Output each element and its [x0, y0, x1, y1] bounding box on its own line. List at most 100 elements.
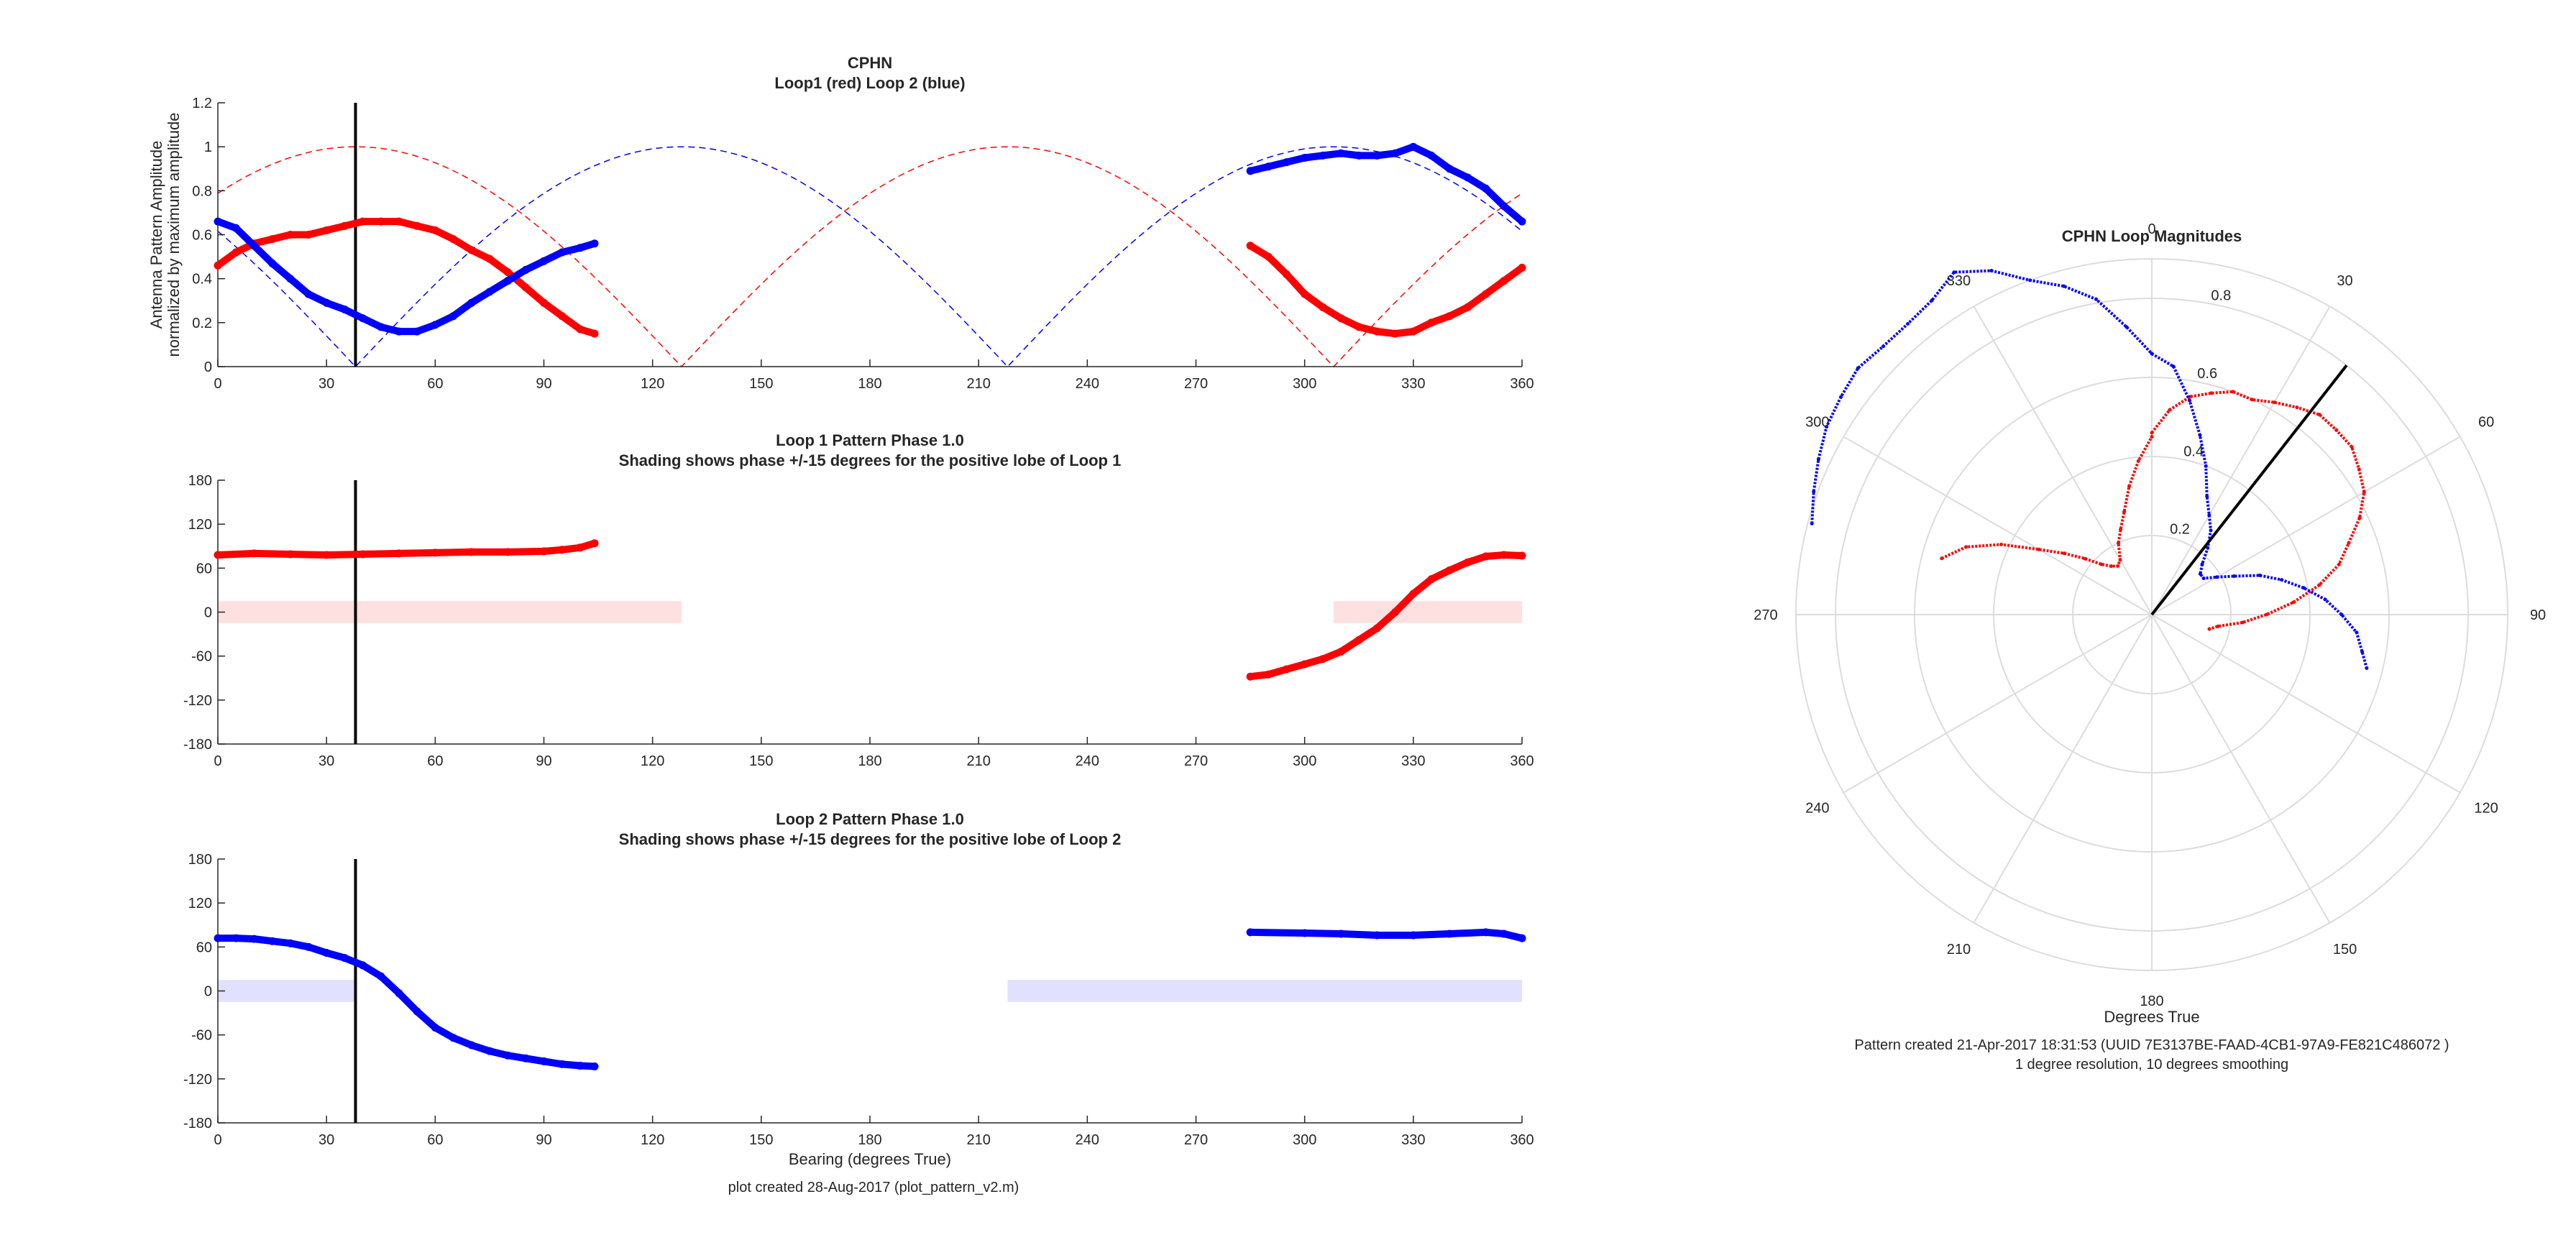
- x-tick-label: 120: [641, 376, 664, 392]
- loop1-data-point: [395, 549, 403, 558]
- loop2-polar-point: [1825, 425, 1828, 429]
- loop2-reference-curve: [217, 146, 1523, 368]
- x-tick-label: 180: [858, 376, 881, 392]
- y-axis-label: Antenna Pattern Amplitude: [147, 141, 165, 329]
- x-tick-label: 150: [749, 376, 773, 392]
- loop1-polar-point: [2209, 391, 2214, 395]
- loop2-data-point: [1500, 929, 1508, 938]
- loop2-data-point: [558, 248, 567, 257]
- loop1-data-point: [1445, 566, 1454, 574]
- loop1-data-point: [1391, 608, 1400, 616]
- phase-shading-band: [218, 980, 356, 1002]
- loop1-data-point: [214, 261, 222, 270]
- loop1-data-point: [359, 550, 367, 559]
- footer-pattern-created: Pattern created 21-Apr-2017 18:31:53 (UU…: [1854, 1037, 2449, 1053]
- loop1-data-point: [1500, 551, 1508, 559]
- loop2-data-point: [214, 217, 222, 226]
- loop2-polar-point: [2301, 586, 2306, 590]
- x-tick-label: 240: [1076, 753, 1099, 769]
- loop1-data-point: [576, 325, 585, 334]
- loop1-data-point: [286, 550, 295, 559]
- loop1-data-point: [1337, 314, 1345, 323]
- y-tick-label: 0: [204, 359, 212, 375]
- loop1-data-point: [1319, 655, 1327, 664]
- loop1-data-point: [503, 548, 512, 556]
- loop2-data-point: [268, 259, 277, 267]
- loop1-data-point: [1409, 327, 1418, 336]
- theta-tick-label: 270: [1754, 607, 1777, 623]
- polar-spoke: [2151, 614, 2461, 794]
- loop2-data-point: [431, 321, 439, 329]
- loop1-polar-point: [2231, 390, 2235, 394]
- loop1-data-point: [1283, 665, 1291, 674]
- loop1-data-point: [232, 248, 240, 257]
- y-axis-label-2: normalized by maximum amplitude: [165, 113, 183, 357]
- loop2-data-point: [1355, 151, 1363, 160]
- loop1-series-line: [214, 218, 598, 338]
- loop2-polar-point: [2206, 546, 2210, 550]
- polar-axis-label: Degrees True: [2104, 1008, 2199, 1026]
- loop1-data-point: [1337, 648, 1345, 656]
- loop2-polar-point: [2215, 575, 2219, 579]
- loop2-data-point: [590, 1062, 599, 1070]
- loop2-polar-point: [1812, 490, 1816, 494]
- x-tick-label: 210: [966, 1132, 990, 1148]
- loop2-polar-point: [2204, 464, 2208, 468]
- x-tick-label: 270: [1184, 1132, 1208, 1148]
- loop2-polar-point: [2094, 297, 2099, 301]
- loop2-data-point: [413, 327, 421, 336]
- loop2-data-point: [232, 224, 240, 232]
- loop2-data-point: [576, 1062, 585, 1070]
- x-tick-label: 60: [427, 1132, 443, 1148]
- loop2-polar-point: [2207, 513, 2211, 518]
- loop1-polar-point: [2240, 620, 2245, 625]
- x-tick-label: 270: [1184, 376, 1208, 392]
- loop2-data-point: [413, 1007, 421, 1016]
- loop1-polar-point: [2119, 527, 2123, 531]
- loop1-polar-point: [2250, 398, 2254, 402]
- loop1-data-point: [1264, 670, 1273, 679]
- loop1-data-point: [540, 298, 548, 307]
- loop2-data-point: [449, 312, 457, 321]
- loop2-series-line: [214, 935, 598, 1070]
- loop2-polar-point: [2150, 352, 2154, 356]
- r-tick-label: 0.8: [2211, 288, 2231, 304]
- polar-spoke: [1973, 614, 2153, 924]
- theta-tick-label: 330: [1947, 273, 1971, 289]
- x-tick-label: 30: [318, 753, 334, 769]
- loop1-data-point: [431, 548, 439, 557]
- loop1-data-point: [590, 539, 599, 548]
- loop2-polar-point: [2198, 433, 2202, 437]
- loop1-data-point: [286, 231, 295, 239]
- loop1-series-line: [1247, 551, 1526, 681]
- loop1-data-point: [1500, 277, 1508, 285]
- y-tick-label: -60: [191, 1028, 212, 1044]
- x-axis-label: Bearing (degrees True): [789, 1150, 951, 1168]
- loop1-polar-point: [2350, 445, 2354, 449]
- loop1-polar-point: [2337, 562, 2341, 566]
- loop1-data-point: [558, 312, 567, 321]
- loop2-data-point: [359, 961, 367, 970]
- loop2-polar-point: [2200, 562, 2204, 566]
- y-tick-label: 0.8: [192, 183, 212, 199]
- loop2-data-point: [449, 1034, 457, 1042]
- loop1-polar-point: [2136, 459, 2140, 463]
- loop1-data-point: [1518, 551, 1526, 560]
- x-tick-label: 90: [536, 1132, 551, 1148]
- loop1-data-point: [467, 246, 476, 254]
- loop2-polar-point: [1906, 322, 1910, 326]
- loop2-data-point: [1482, 928, 1490, 937]
- loop1-data-point: [449, 235, 457, 244]
- loop1-polar-point: [1999, 542, 2004, 546]
- loop2-data-point: [558, 1060, 567, 1068]
- x-tick-label: 120: [641, 1132, 664, 1148]
- loop1-polar-point: [2116, 564, 2120, 568]
- loop2-data-point: [1427, 151, 1436, 160]
- polar-bearing-line: [2150, 364, 2348, 616]
- loop1-polar-point: [2117, 541, 2120, 545]
- loop1-polar-point: [2127, 484, 2131, 488]
- y-tick-label: 120: [188, 896, 212, 912]
- loop1-data-point: [1482, 552, 1490, 561]
- loop2-polar-point: [1881, 344, 1886, 349]
